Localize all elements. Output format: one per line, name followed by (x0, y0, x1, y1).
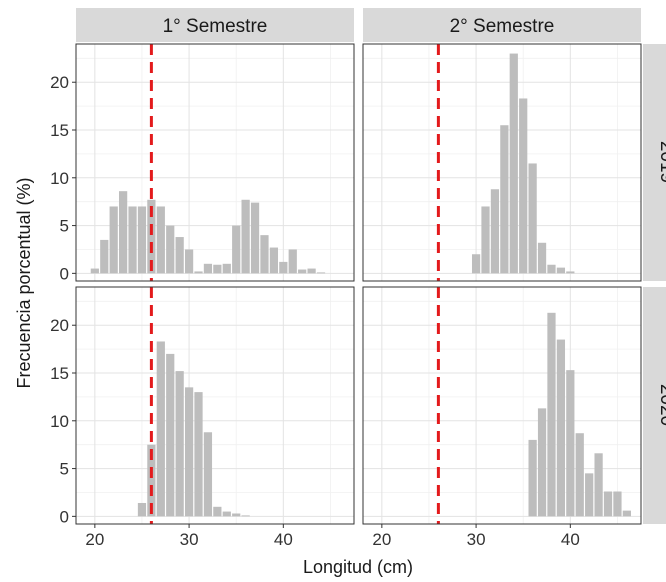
strip-col-2 (363, 8, 641, 42)
histogram-bar (528, 163, 537, 274)
histogram-bar (537, 408, 547, 517)
histogram-bar (184, 387, 194, 517)
histogram-bar (547, 264, 556, 274)
histogram-bar (100, 239, 109, 274)
histogram-bar (232, 513, 241, 517)
histogram-bar (481, 206, 490, 274)
histogram-bar (594, 453, 603, 517)
histogram-bar (500, 125, 509, 274)
histogram-bar (194, 392, 203, 517)
panel-1-semestre-2020 (75, 286, 355, 525)
histogram-bar (547, 312, 556, 517)
y-tick-label: 15 (50, 121, 69, 140)
histogram-bar (622, 510, 631, 517)
histogram-bar (279, 261, 288, 274)
histogram-bar (222, 511, 231, 517)
y-tick-label: 0 (60, 507, 69, 526)
panel-border (362, 286, 642, 525)
histogram-bar (490, 189, 500, 274)
strip-label-col-2: 2° Semestre (450, 16, 555, 37)
histogram-bar (213, 506, 222, 517)
strip-label-row-1: 2019 (656, 141, 666, 183)
x-tick-label: 30 (467, 530, 486, 549)
strip-label-row-2: 2020 (656, 384, 666, 426)
histogram-bar (222, 263, 231, 274)
histogram-bar (537, 242, 547, 274)
histogram-bar (119, 191, 128, 274)
histogram-bar (203, 432, 213, 517)
histogram-bar (184, 249, 194, 274)
histogram-bar (288, 249, 297, 274)
histogram-bar (147, 444, 156, 517)
histogram-bar (509, 53, 518, 274)
y-tick-label: 15 (50, 364, 69, 383)
histogram-bar (250, 202, 260, 274)
y-tick-label: 5 (60, 217, 69, 236)
strip-row-1 (643, 44, 666, 281)
histogram-bar (241, 199, 250, 274)
histogram-bar (556, 267, 566, 274)
panel-2-semestre-2020 (362, 286, 642, 525)
x-axis-title: Longitud (cm) (303, 557, 413, 577)
x-tick-label: 30 (180, 530, 199, 549)
histogram-bar (137, 206, 147, 274)
y-tick-label: 20 (50, 73, 69, 92)
strip-row-2 (643, 287, 666, 524)
histogram-bar (585, 473, 594, 517)
histogram-bar (269, 247, 279, 274)
histogram-bar (156, 341, 165, 517)
histogram-bar (109, 206, 118, 274)
histogram-bar (156, 206, 165, 274)
strip-col-1 (76, 8, 354, 42)
y-tick-label: 10 (50, 169, 69, 188)
histogram-bar (575, 433, 584, 517)
histogram-bar (260, 235, 269, 274)
y-tick-label: 0 (60, 264, 69, 283)
x-tick-label: 40 (274, 530, 293, 549)
y-tick-label: 5 (60, 460, 69, 479)
histogram-bar (316, 272, 326, 274)
histogram-bar (566, 271, 575, 274)
histogram-bar (528, 439, 537, 517)
panel-background (75, 286, 355, 525)
panel-1-semestre-2019 (75, 43, 355, 282)
histogram-bar (307, 268, 316, 274)
histogram-bar (175, 371, 184, 517)
x-tick-label: 20 (372, 530, 391, 549)
y-axis-ticks-bottom: 0 5 10 15 20 (50, 316, 76, 526)
histogram-bar (166, 225, 175, 274)
panel-border (75, 286, 355, 525)
histogram-bar (137, 502, 147, 517)
histogram-bar (175, 237, 184, 274)
histogram-bar (298, 269, 307, 274)
histogram-bar (213, 264, 222, 274)
histogram-bar (147, 199, 156, 274)
panel-border (75, 43, 355, 282)
panel-2-semestre-2019 (362, 43, 642, 282)
y-axis-title: Frecuencia porcentual (%) (14, 177, 34, 388)
strip-label-col-1: 1° Semestre (163, 16, 268, 37)
histogram-bar (203, 263, 213, 274)
x-axis-ticks-left: 20 30 40 (85, 524, 293, 549)
histogram-bar (519, 98, 528, 274)
x-tick-label: 20 (85, 530, 104, 549)
y-tick-label: 10 (50, 412, 69, 431)
x-axis-ticks-right: 20 30 40 (372, 524, 580, 549)
histogram-bar (471, 254, 481, 274)
histogram-bar (232, 225, 241, 274)
histogram-bar (566, 370, 575, 517)
histogram-bar (603, 491, 613, 517)
histogram-bar (241, 515, 250, 517)
panel-border (362, 43, 642, 282)
y-tick-label: 20 (50, 316, 69, 335)
histogram-bar (166, 353, 175, 517)
histogram-bar (128, 206, 137, 274)
histogram-bar (194, 271, 203, 274)
histogram-bar (556, 339, 566, 517)
x-tick-label: 40 (561, 530, 580, 549)
y-axis-ticks-top: 0 5 10 15 20 (50, 73, 76, 283)
histogram-bar (613, 491, 622, 517)
histogram-bar (90, 268, 99, 274)
